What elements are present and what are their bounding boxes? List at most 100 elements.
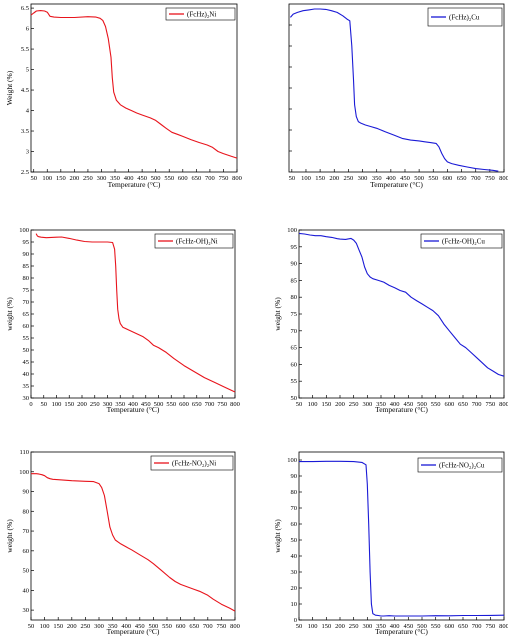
legend-box [165, 7, 236, 21]
x-tick-label: 650 [191, 175, 201, 182]
x-tick-label: 50 [30, 175, 37, 182]
chart-panel: 50 100 150 200 250 300 350 400 450 500 550 600 650 70… [5, 449, 240, 636]
x-tick-label: 400 [390, 401, 400, 408]
x-tick-label: 0 [29, 401, 32, 408]
x-tick-label: 600 [444, 401, 454, 408]
series-line [289, 8, 499, 172]
y-tick-label: 45 [23, 359, 30, 366]
x-tick-label: 550 [428, 175, 438, 182]
y-tick-label: 2.5 [21, 169, 29, 176]
x-tick-label: 100 [52, 401, 62, 408]
y-tick-label: 85 [23, 263, 30, 270]
x-tick-label: 300 [362, 623, 372, 630]
plot-frame [30, 229, 236, 399]
chart-panel: 50 100 150 200 250 300 350 400 450 500 550 600 650 70… [273, 227, 508, 414]
x-tick-label: 50 [28, 623, 35, 630]
x-tick-label: 800 [499, 401, 508, 408]
y-tick-label: 20 [291, 585, 298, 592]
y-tick-label: 50 [23, 347, 30, 354]
x-tick-label: 350 [376, 623, 386, 630]
y-tick-label: 65 [291, 345, 298, 352]
chart-panel: 50 100 150 200 250 300 350 400 450 500 550 600 650 70… [5, 3, 242, 189]
y-tick-label: 85 [291, 277, 298, 284]
x-tick-label: 200 [67, 623, 77, 630]
y-tick-label: 50 [291, 537, 298, 544]
legend-label: (FcHz-NO₂)₂Cu [439, 462, 485, 470]
x-tick-label: 750 [485, 623, 495, 630]
x-tick-label: 200 [77, 401, 87, 408]
legend: (FcHz-OH)₂Cu [420, 233, 503, 249]
y-tick-label: 30 [291, 569, 298, 576]
y-tick-label: 75 [291, 311, 298, 318]
x-tick-label: 400 [121, 623, 131, 630]
legend: (FcHz-NO₂)₂Cu [417, 457, 503, 473]
y-tick-label: 100 [287, 457, 297, 464]
x-tick-label: 500 [154, 401, 164, 408]
y-tick-label: 90 [291, 473, 298, 480]
y-axis-label: weight (%) [273, 297, 282, 331]
x-tick-label: 600 [176, 623, 186, 630]
y-tick-label: 60 [23, 548, 30, 555]
y-tick-label: 55 [23, 335, 30, 342]
legend: (FcHz)₂Cu [427, 7, 503, 27]
y-tick-label: 80 [291, 489, 298, 496]
x-tick-label: 750 [219, 175, 229, 182]
chart-panel: 0 50 100 150 200 250 300 350 400 450 500 550 600 650 7… [5, 227, 240, 414]
x-tick-label: 800 [230, 623, 240, 630]
x-tick-label: 650 [457, 175, 467, 182]
x-tick-label: 200 [69, 175, 79, 182]
y-axis-label: weight (%) [5, 519, 14, 553]
x-tick-label: 200 [335, 623, 345, 630]
x-tick-label: 100 [308, 401, 318, 408]
x-axis-label: Temperature (°C) [107, 405, 160, 414]
y-tick-label: 90 [291, 261, 298, 268]
y-tick-label: 40 [23, 587, 30, 594]
y-tick-label: 6 [26, 26, 30, 33]
series-line [31, 473, 236, 612]
y-tick-label: 4 [26, 108, 30, 115]
series-line [299, 460, 505, 617]
y-tick-label: 90 [23, 489, 30, 496]
y-tick-label: 90 [23, 251, 30, 258]
y-tick-label: 65 [23, 311, 30, 318]
x-tick-label: 100 [301, 175, 311, 182]
y-tick-label: 80 [23, 275, 30, 282]
plot-frame [298, 451, 505, 621]
plot-frame [30, 3, 238, 173]
y-tick-label: 80 [291, 294, 298, 301]
x-tick-label: 150 [321, 401, 331, 408]
y-tick-label: 70 [23, 528, 30, 535]
legend-label: (FcHz-OH)₂Cu [442, 238, 485, 246]
legend-box [427, 7, 503, 27]
y-tick-label: 75 [23, 287, 30, 294]
legend: (FcHz-NO₂)₂Ni [150, 455, 234, 471]
y-tick-label: 30 [23, 607, 30, 614]
series-line [30, 10, 238, 159]
x-tick-label: 550 [431, 401, 441, 408]
y-tick-label: 95 [291, 244, 298, 251]
x-tick-label: 100 [308, 623, 318, 630]
y-tick-label: 100 [19, 227, 29, 234]
y-tick-label: 3 [26, 149, 29, 156]
legend-label: (FcHz-NO₂)₂Ni [172, 460, 216, 468]
x-tick-label: 300 [97, 175, 107, 182]
chart-panel: 50 100 150 200 250 300 350 400 450 500 550 600 650 70… [273, 451, 508, 636]
y-axis-label: weight (%) [5, 297, 14, 331]
y-tick-label: 35 [23, 383, 30, 390]
y-tick-label: 3.5 [21, 128, 29, 135]
x-tick-label: 400 [386, 175, 396, 182]
y-tick-label: 60 [23, 323, 30, 330]
x-tick-label: 100 [42, 175, 52, 182]
y-tick-label: 40 [291, 553, 298, 560]
x-tick-label: 700 [205, 175, 215, 182]
legend-box [154, 233, 234, 249]
y-axis-label: Weight (%) [5, 70, 14, 105]
plot-frame [30, 451, 236, 621]
x-tick-label: 200 [335, 401, 345, 408]
x-tick-label: 200 [329, 175, 339, 182]
x-tick-label: 250 [81, 623, 91, 630]
x-tick-label: 300 [103, 401, 113, 408]
x-tick-label: 800 [232, 175, 242, 182]
x-tick-label: 50 [289, 175, 296, 182]
